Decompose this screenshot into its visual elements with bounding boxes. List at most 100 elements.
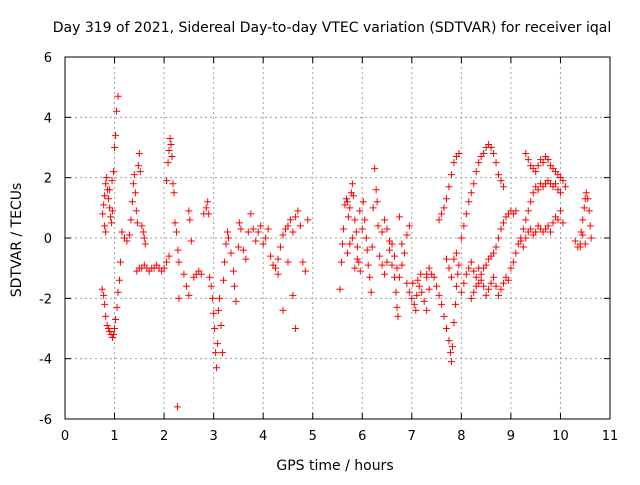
- data-point: [522, 150, 530, 158]
- data-point: [130, 171, 138, 179]
- data-point: [403, 279, 411, 287]
- data-point: [410, 300, 418, 308]
- data-point: [356, 267, 364, 275]
- data-point: [171, 219, 179, 227]
- data-point: [403, 231, 411, 239]
- data-point: [374, 222, 382, 230]
- data-point: [544, 156, 552, 164]
- data-point: [213, 364, 221, 372]
- data-point: [175, 294, 183, 302]
- data-point: [393, 303, 401, 311]
- chart-title: Day 319 of 2021, Sidereal Day-to-day VTE…: [53, 20, 611, 36]
- data-point: [111, 325, 119, 332]
- y-tick-label: 4: [44, 111, 52, 126]
- data-point: [353, 255, 361, 263]
- data-point: [167, 140, 175, 148]
- data-point: [351, 264, 359, 272]
- data-point: [398, 240, 406, 248]
- data-point: [114, 288, 122, 296]
- data-point: [235, 219, 243, 227]
- data-point: [395, 213, 403, 221]
- x-tick-label: 3: [209, 429, 217, 444]
- data-point: [133, 219, 141, 227]
- data-point: [234, 243, 242, 251]
- data-point: [582, 189, 590, 197]
- data-point: [450, 255, 458, 263]
- data-point: [141, 240, 149, 248]
- data-point: [556, 189, 564, 197]
- data-point: [475, 159, 483, 167]
- data-point: [232, 297, 240, 305]
- data-point: [467, 258, 475, 266]
- data-point: [552, 180, 559, 188]
- data-point: [585, 207, 593, 215]
- data-point: [393, 264, 401, 272]
- data-point: [561, 183, 569, 191]
- data-point: [507, 264, 515, 272]
- data-point: [462, 270, 470, 278]
- data-point: [529, 189, 537, 197]
- data-point: [405, 222, 413, 230]
- data-point: [294, 207, 302, 215]
- data-point: [430, 273, 438, 281]
- data-point: [386, 246, 394, 254]
- data-point: [125, 231, 133, 239]
- data-point: [492, 243, 500, 251]
- data-point: [576, 243, 584, 251]
- data-point: [185, 207, 193, 215]
- data-point: [445, 337, 453, 345]
- data-point: [435, 216, 443, 224]
- data-point: [237, 225, 245, 233]
- data-point: [139, 228, 147, 236]
- data-point: [452, 249, 460, 257]
- data-point: [168, 153, 176, 161]
- data-point: [435, 291, 443, 299]
- data-point: [221, 258, 229, 266]
- data-point: [497, 177, 505, 185]
- data-point: [532, 168, 540, 176]
- data-point: [497, 285, 505, 293]
- data-point: [448, 343, 456, 351]
- data-point: [212, 349, 220, 357]
- data-point: [225, 234, 232, 242]
- data-point: [369, 204, 377, 212]
- data-point: [107, 213, 115, 221]
- data-point: [527, 198, 535, 206]
- data-point: [252, 237, 260, 245]
- data-point: [274, 270, 282, 278]
- y-tick-label: -4: [39, 353, 52, 368]
- data-point: [522, 216, 530, 224]
- data-point: [164, 159, 172, 167]
- data-point: [415, 282, 423, 290]
- data-point: [101, 300, 109, 308]
- x-tick-label: 8: [457, 429, 465, 444]
- data-point: [186, 216, 194, 224]
- data-point: [211, 325, 219, 332]
- data-point: [440, 204, 448, 212]
- data-point: [490, 249, 498, 257]
- data-point: [499, 219, 507, 227]
- x-tick-label: 10: [552, 429, 569, 444]
- data-point: [169, 180, 177, 188]
- data-point: [381, 270, 389, 278]
- data-point: [249, 225, 257, 233]
- data-point: [527, 225, 535, 233]
- data-point: [378, 261, 386, 269]
- data-point: [344, 213, 352, 221]
- data-point: [423, 306, 431, 314]
- data-point: [343, 198, 351, 206]
- x-tick-label: 2: [160, 429, 168, 444]
- data-point: [388, 261, 396, 269]
- data-point: [414, 276, 422, 284]
- y-tick-label: 2: [44, 172, 52, 187]
- data-point: [202, 204, 210, 212]
- data-point: [163, 177, 171, 185]
- data-point: [217, 321, 225, 329]
- data-point: [492, 282, 500, 290]
- data-point: [438, 210, 446, 218]
- data-point: [477, 270, 485, 278]
- data-point: [584, 195, 592, 203]
- data-point: [173, 403, 181, 411]
- data-point: [114, 92, 122, 100]
- data-point: [418, 288, 426, 296]
